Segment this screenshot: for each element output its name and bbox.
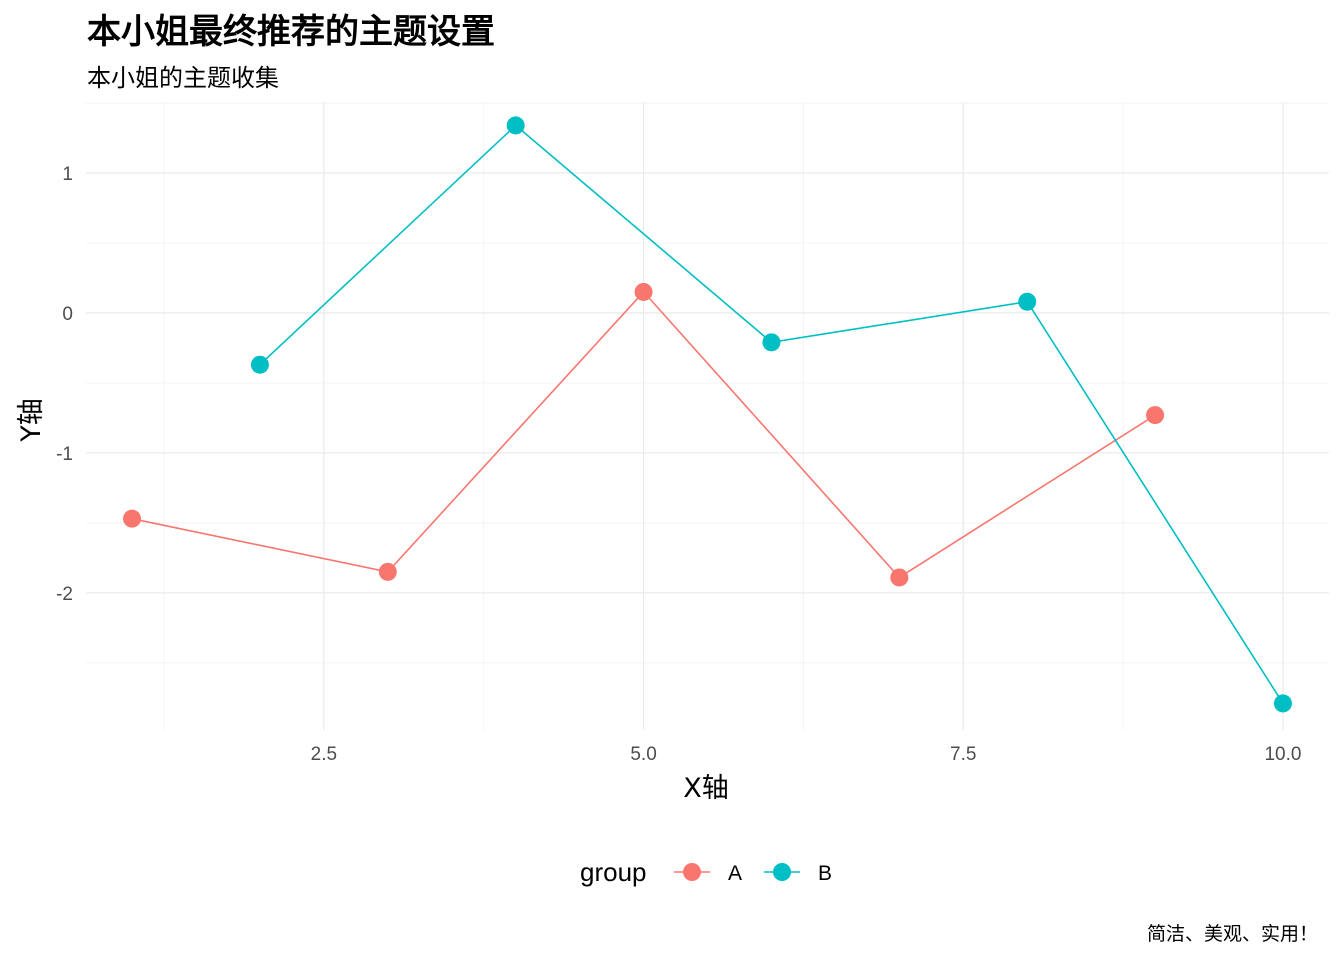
data-point-b [250,355,269,374]
chart-title: 本小姐最终推荐的主题设置 [87,12,495,52]
data-point-a [378,562,397,581]
y-axis-tick-labels: 1 0 -1 -2 [56,164,73,605]
legend: group A B [580,857,832,887]
data-point-a [1146,406,1165,425]
legend-label-a: A [728,862,742,885]
chart-caption: 简洁、美观、实用！ [1147,923,1318,945]
x-tick-label: 10.0 [1264,744,1301,765]
data-point-b [762,333,781,352]
data-point-b [1018,292,1037,311]
y-tick-label: -2 [56,584,73,605]
data-point-b [506,116,525,135]
x-tick-label: 2.5 [311,744,337,765]
x-axis-tick-labels: 2.5 5.0 7.5 10.0 [311,744,1302,765]
data-point-a [123,509,142,528]
legend-title: group [580,857,647,887]
y-tick-label: 0 [62,304,73,325]
x-tick-label: 5.0 [630,744,656,765]
legend-key-point-b [773,863,791,881]
chart-subtitle: 本小姐的主题收集 [87,64,279,92]
y-axis-title: Y轴 [16,398,47,443]
data-point-a [890,568,909,587]
series-line-b [259,124,1284,704]
minor-gridlines [86,102,1329,730]
y-tick-label: -1 [56,444,73,465]
x-axis-title: X轴 [683,773,729,804]
x-tick-label: 7.5 [950,744,976,765]
legend-key-point-a [683,863,701,881]
data-point-a [634,282,653,301]
y-tick-label: 1 [62,164,73,185]
legend-label-b: B [818,862,832,885]
major-gridlines [86,103,1329,730]
data-point-b [1273,694,1292,713]
data-series [123,116,1292,713]
